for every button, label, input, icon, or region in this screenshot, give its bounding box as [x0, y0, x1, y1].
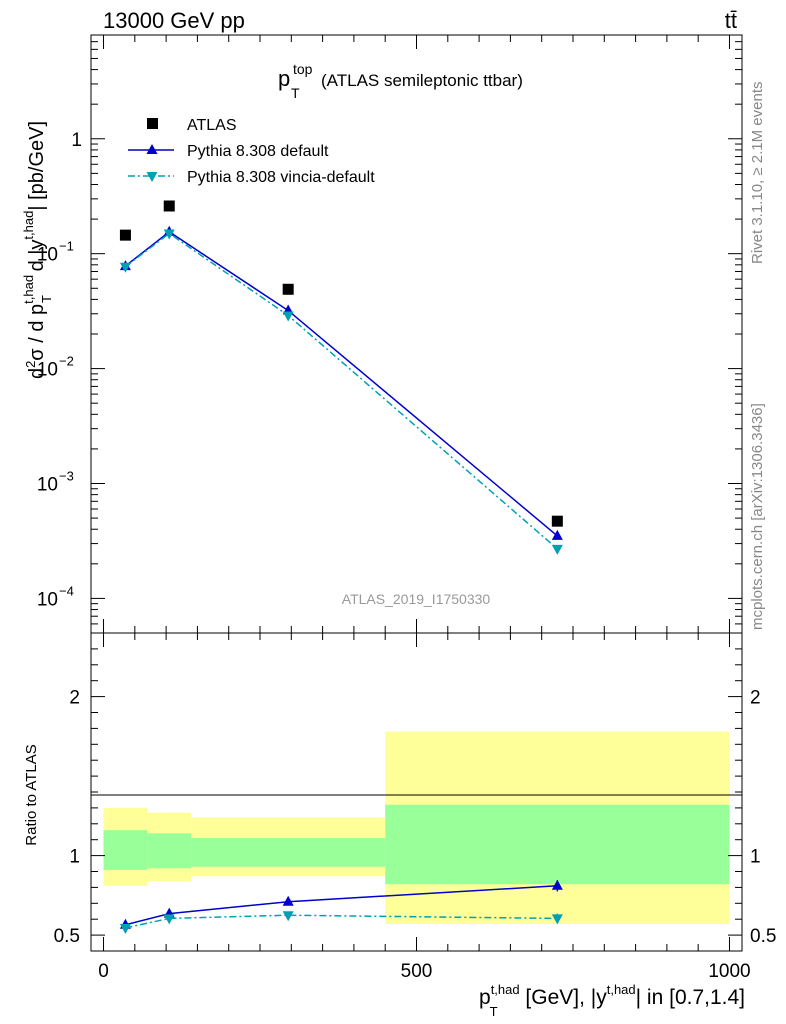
- ratio-point-1-2: [282, 911, 294, 922]
- main-ytick-label: 10: [37, 245, 58, 266]
- main-ytick-exp: −4: [59, 583, 74, 598]
- main-ytick-exp: −2: [59, 354, 74, 369]
- analysis-id: ATLAS_2019_I1750330: [342, 591, 491, 607]
- title-sub: T: [291, 85, 300, 101]
- process-label: tt̄: [725, 8, 737, 33]
- ratio-ticks: [91, 632, 742, 952]
- legend-label-default: Pythia 8.308 default: [187, 143, 329, 160]
- ratio-band-green-0: [103, 830, 148, 870]
- main-ytick-label: 10: [37, 360, 58, 381]
- main-point-2-1: [163, 229, 175, 240]
- main-line-2: [124, 232, 558, 550]
- title-suffix: (ATLAS semileptonic ttbar): [321, 71, 523, 90]
- ratio-marks: [119, 879, 563, 934]
- ratio-point-1-1: [163, 914, 175, 925]
- title-main: p: [278, 66, 290, 91]
- main-point-0-0: [119, 229, 131, 241]
- main-point-0-3: [551, 515, 563, 527]
- legend-label-vincia: Pythia 8.308 vincia-default: [187, 169, 375, 186]
- ratio-point-0-3: [551, 879, 563, 890]
- main-ticks: [91, 34, 742, 634]
- main-point-2-2: [282, 311, 294, 322]
- ratio-ylabel: Ratio to ATLAS: [23, 744, 40, 845]
- main-marks: [119, 200, 563, 555]
- ratio-panel: 0.5 0.5 1 1 2 2 0 500 1000 Ratio to ATLAS pt,had…: [23, 632, 777, 1019]
- legend-label-atlas: ATLAS: [187, 117, 237, 134]
- xtick-label: 1000: [708, 961, 750, 982]
- main-point-0-1: [163, 200, 175, 212]
- ratio-point-0-2: [282, 895, 294, 906]
- ratio-tick-labels: 0.5 0.5 1 1 2 2 0 500 1000: [54, 688, 777, 982]
- main-ytick-labels: 110−110−210−310−4: [37, 130, 82, 611]
- ratio-band-green-3: [385, 804, 730, 885]
- main-point-2-0: [119, 262, 131, 273]
- main-ytick-label: 10: [37, 475, 58, 496]
- mcplots-label: mcplots.cern.ch [arXiv:1306.3436]: [749, 403, 766, 630]
- main-point-1-3: [551, 529, 563, 540]
- beam-label: 13000 GeV pp: [103, 8, 245, 33]
- main-point-2-3: [551, 544, 563, 555]
- main-ytick-exp: −1: [59, 239, 74, 254]
- ratio-ytick-label-right: 1: [750, 847, 761, 868]
- main-panel: 110−110−210−310−4 p top T (ATLAS semilep…: [21, 34, 743, 634]
- xtick-label: 0: [98, 961, 109, 982]
- ratio-band-green-1: [147, 833, 192, 869]
- legend-marker-vincia: [146, 172, 158, 182]
- legend: ATLAS Pythia 8.308 default Pythia 8.308 …: [128, 117, 375, 186]
- ratio-ytick-label-left: 1: [69, 847, 80, 868]
- main-ytick-label: 10: [37, 589, 58, 610]
- main-ytick-label: 1: [71, 130, 82, 151]
- legend-marker-default: [146, 144, 158, 154]
- ratio-bands: [103, 731, 730, 924]
- ratio-ytick-label-right: 0.5: [750, 926, 776, 947]
- xtick-label: 500: [401, 961, 433, 982]
- main-line-1: [124, 230, 558, 537]
- main-point-0-2: [282, 283, 294, 295]
- ratio-ytick-label-right: 2: [750, 688, 761, 709]
- ratio-ytick-label-left: 2: [69, 688, 80, 709]
- title-sup: top: [293, 61, 313, 77]
- main-ytick-exp: −3: [59, 469, 74, 484]
- plot-title: p top T (ATLAS semileptonic ttbar): [278, 61, 523, 101]
- ratio-point-1-3: [551, 914, 563, 925]
- legend-marker-atlas: [147, 118, 158, 129]
- ratio-point-1-0: [119, 923, 131, 934]
- ratio-band-green-2: [191, 838, 386, 867]
- rivet-label: Rivet 3.1.10, ≥ 2.1M events: [749, 82, 766, 265]
- xlabel: pt,had T [GeV], |yt,had| in [0.7,1.4]: [479, 982, 745, 1019]
- ratio-ytick-label-left: 0.5: [54, 926, 80, 947]
- ratio-line-0: [125, 885, 558, 926]
